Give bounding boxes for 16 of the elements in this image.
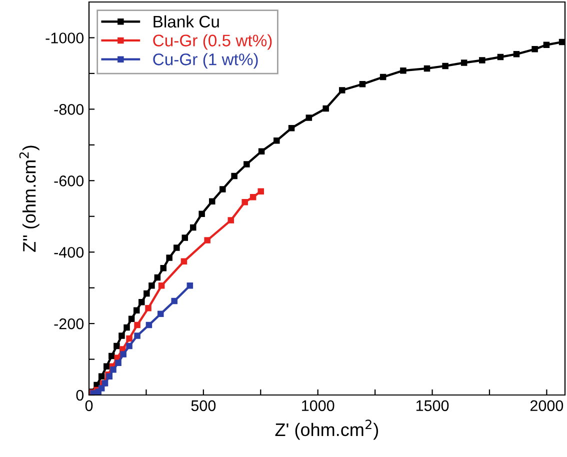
legend-label: Blank Cu — [154, 15, 219, 28]
y-tick-label: -400 — [54, 246, 84, 258]
y-tick-label: -800 — [54, 104, 84, 115]
x-axis-title: Z' (ohm.cm$^{2}$) — [275, 420, 378, 440]
x-tick-label: 0 — [85, 400, 93, 412]
x-tick-label: 1000 — [302, 400, 334, 412]
x-tick-label: 1500 — [416, 400, 449, 412]
y-tick-label: -600 — [54, 176, 84, 186]
y-tick-label: -200 — [54, 318, 84, 330]
y-tick-label: -1000 — [46, 32, 84, 44]
x-tick-label: 500 — [191, 400, 216, 412]
legend-label: Cu-Gr (1 wt%) — [153, 53, 258, 69]
x-tick-label: 2000 — [530, 400, 564, 412]
y-axis-title: Z'' (ohm.cm$^{2}$) — [19, 146, 40, 252]
y-tick-label: 0 — [76, 390, 84, 401]
legend-label: Cu-Gr (0.5 wt%) — [153, 34, 272, 50]
